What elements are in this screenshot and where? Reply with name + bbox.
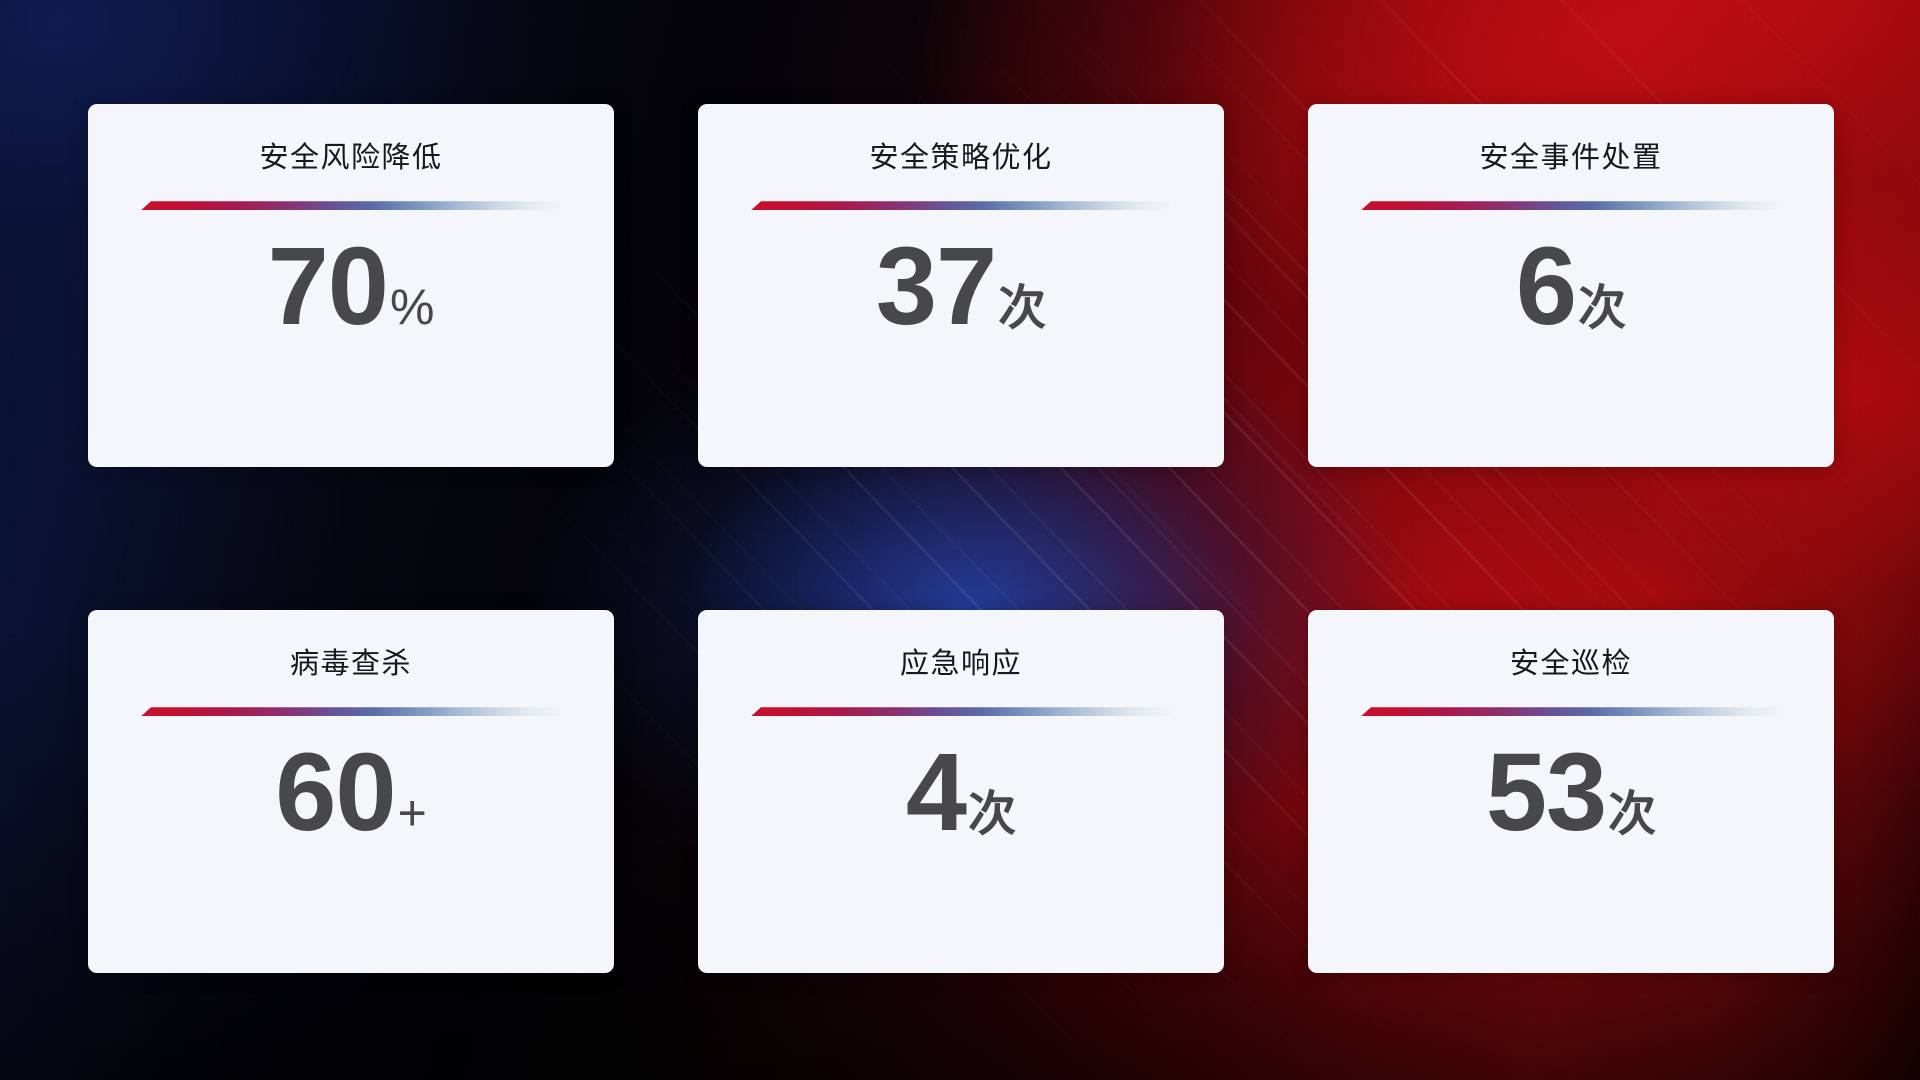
metric-card[interactable]: 安全巡检 53次 <box>1308 610 1834 973</box>
metric-value-number: 4 <box>905 731 967 854</box>
metric-value-number: 37 <box>875 225 997 348</box>
metric-value-number: 60 <box>275 731 396 854</box>
metric-card-divider <box>141 201 561 211</box>
metric-card-divider <box>751 707 1171 717</box>
metric-card[interactable]: 安全事件处置 6次 <box>1308 104 1834 467</box>
metric-card-title: 安全策略优化 <box>869 142 1053 174</box>
metric-card-title: 安全风险降低 <box>259 142 443 174</box>
metric-card-divider <box>1361 707 1781 717</box>
metric-value-number: 6 <box>1515 225 1577 348</box>
metric-card-value: 53次 <box>1308 738 1834 848</box>
metric-value-unit: 次 <box>1578 282 1627 335</box>
metric-card[interactable]: 病毒查杀 60+ <box>88 610 614 973</box>
metric-card[interactable]: 应急响应 4次 <box>698 610 1224 973</box>
metric-card-value: 4次 <box>698 738 1224 848</box>
metric-card-value: 6次 <box>1308 232 1834 342</box>
metric-card[interactable]: 安全风险降低 70% <box>88 104 614 467</box>
metric-card[interactable]: 安全策略优化 37次 <box>698 104 1224 467</box>
metric-card-title: 安全事件处置 <box>1479 142 1663 174</box>
metric-value-unit: 次 <box>998 282 1047 335</box>
metric-card-value: 70% <box>88 232 614 342</box>
metric-card-divider <box>141 707 561 717</box>
metric-card-value: 60+ <box>88 738 614 848</box>
metric-card-title: 病毒查杀 <box>289 648 412 680</box>
metric-card-title: 安全巡检 <box>1509 648 1632 680</box>
metric-card-divider <box>1361 201 1781 211</box>
metric-value-unit: % <box>389 279 435 335</box>
metric-card-divider <box>751 201 1171 211</box>
metric-value-number: 70 <box>267 225 389 348</box>
metric-card-title: 应急响应 <box>899 648 1022 680</box>
metric-card-grid: 安全风险降低 70% 安全策略优化 37次 安全事件处置 6次 病毒查杀 <box>88 104 1834 973</box>
metric-value-unit: 次 <box>1608 788 1657 841</box>
metric-value-unit: 次 <box>968 788 1017 841</box>
metric-value-unit: + <box>397 785 427 841</box>
metric-value-number: 53 <box>1485 731 1607 854</box>
metric-card-value: 37次 <box>698 232 1224 342</box>
